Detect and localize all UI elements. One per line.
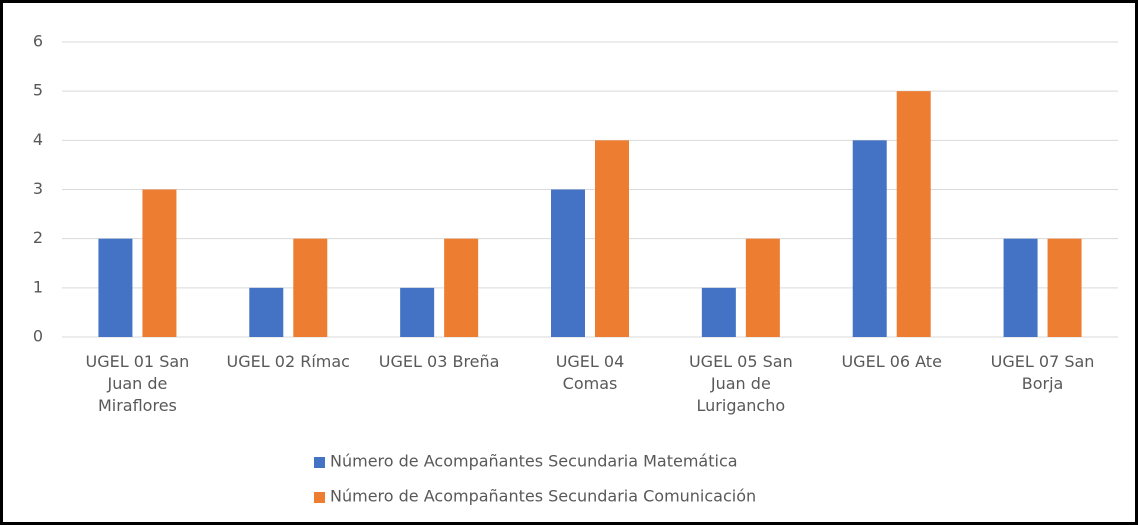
x-tick-label: UGEL 06 Ate	[841, 352, 942, 371]
legend-swatch	[314, 492, 325, 503]
x-tick-label: UGEL 01 San Juan de Miraflores	[85, 352, 190, 415]
y-tick-label: 3	[33, 179, 43, 198]
y-tick-label: 6	[33, 32, 43, 51]
bar	[701, 287, 736, 337]
legend-swatch	[314, 457, 325, 468]
y-tick-label: 0	[33, 327, 43, 346]
y-tick-label: 2	[33, 228, 43, 247]
bar	[444, 238, 479, 337]
bar	[745, 238, 780, 337]
x-tick-label: UGEL 03 Breña	[378, 352, 500, 371]
bar	[400, 287, 435, 337]
x-tick-label: UGEL 02 Rímac	[226, 352, 350, 371]
y-tick-label: 4	[33, 130, 43, 149]
bar	[249, 287, 284, 337]
bar	[98, 238, 133, 337]
bar	[852, 140, 887, 337]
bar	[595, 140, 629, 337]
bar	[1047, 238, 1082, 337]
bar	[551, 189, 585, 337]
x-tick-label: UGEL 05 San Juan de Lurigancho	[688, 352, 793, 415]
chart: 0 1 2 3 4 5 6 Número de Acompañantes Secundaria…	[33, 32, 1118, 506]
legend-label: Número de Acompañantes Secundaria Matemá…	[330, 452, 738, 471]
bar	[293, 238, 328, 337]
x-tick-label: UGEL 07 San Borja	[990, 352, 1095, 393]
y-tick-label: 1	[33, 277, 43, 296]
bar	[1003, 238, 1038, 337]
legend-label: Número de Acompañantes Secundaria Comuni…	[330, 487, 756, 506]
bar	[142, 189, 177, 337]
bar	[896, 91, 931, 338]
x-tick-label: UGEL 04 Comas	[555, 352, 625, 393]
y-tick-label: 5	[33, 81, 43, 100]
